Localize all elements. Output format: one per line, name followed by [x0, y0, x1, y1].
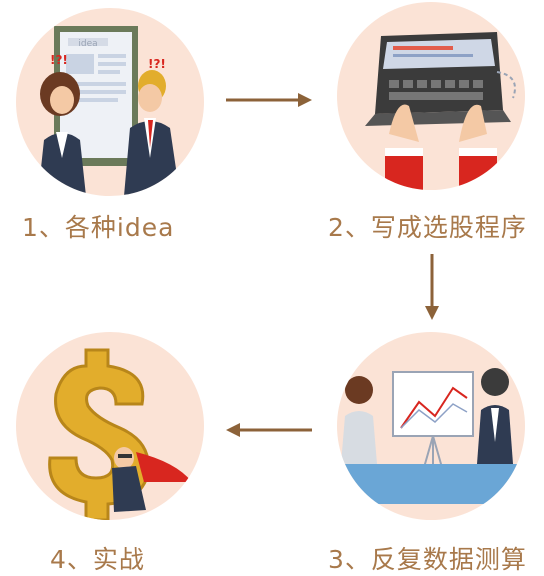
step-4-label: 4、实战 [50, 545, 145, 574]
coding-laptop-illustration [365, 32, 516, 190]
step-2-label: 2、写成选股程序 [328, 213, 527, 242]
step-1-label: 1、各种idea [22, 213, 175, 242]
arrow-down-icon [425, 254, 439, 320]
idea-discussion-illustration: idea !?! !?! [38, 26, 180, 196]
step-1-circle: idea !?! !?! [16, 8, 204, 196]
board-word: idea [78, 39, 97, 49]
step-4-circle [16, 332, 204, 520]
step-3-circle [337, 332, 525, 520]
arrow-left-icon [226, 423, 312, 437]
data-testing-illustration [337, 368, 525, 504]
alert-right: !?! [148, 57, 166, 71]
arrow-right-icon [226, 93, 312, 107]
step-3-label: 3、反复数据测算 [328, 545, 527, 574]
alert-left: !?! [50, 53, 68, 67]
step-2-circle [337, 2, 525, 190]
trading-superhero-illustration [48, 348, 192, 520]
